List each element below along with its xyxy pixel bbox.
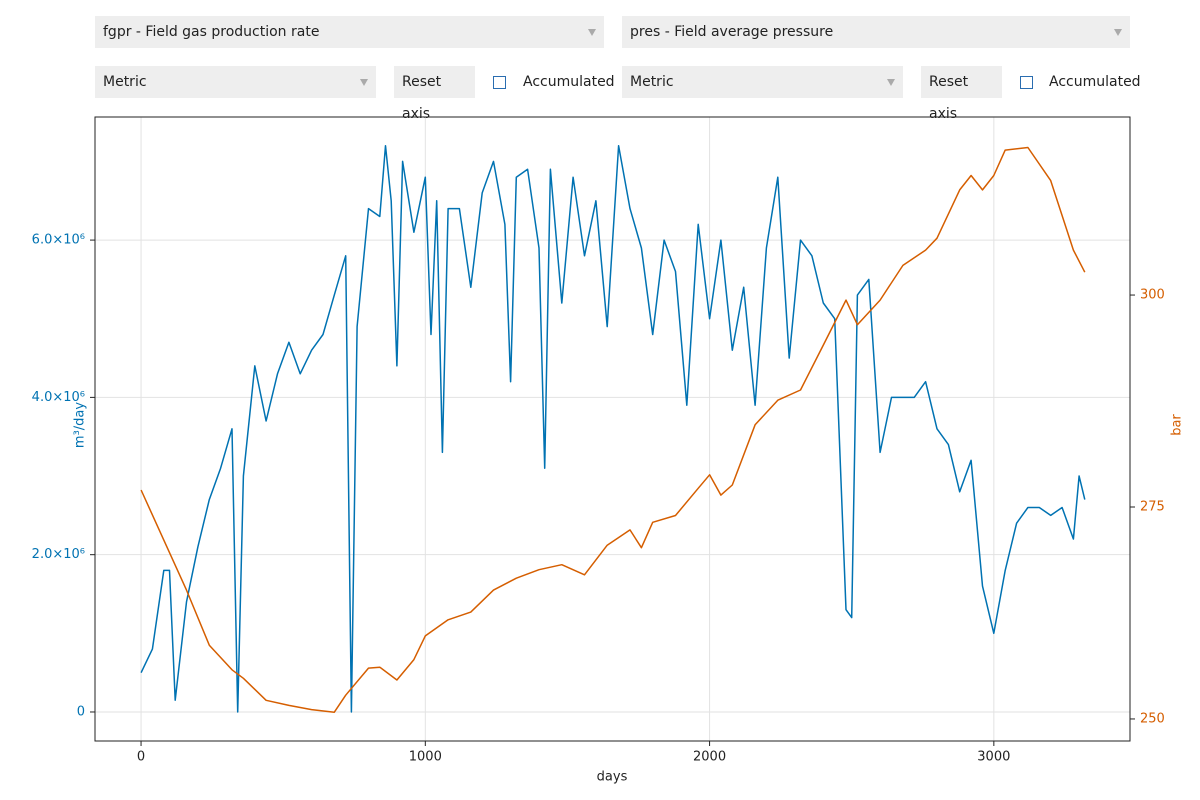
chart: days m³/day bar 0 1000 2000 3000 0 2.0×10⁶ 4.0…: [32, 116, 1185, 785]
y-tick-label: 6.0×10⁶: [32, 233, 85, 248]
y-tick-label: 4.0×10⁶: [32, 390, 85, 405]
x-tick-label: 1000: [409, 750, 442, 765]
checkbox[interactable]: [493, 76, 506, 89]
x-axis-label: days: [597, 770, 628, 785]
checkbox-label[interactable]: Accumulated: [1049, 74, 1141, 90]
x-tick-label: 0: [137, 750, 145, 765]
checkbox-label[interactable]: Accumulated: [523, 74, 615, 90]
series-line: [140, 146, 1086, 713]
y-tick-label: 0: [77, 704, 85, 719]
reset-button[interactable]: Reset axis: [394, 66, 475, 122]
x-tick-label: 2000: [693, 750, 726, 765]
variable-dropdown[interactable]: fgpr - Field gas production rate: [95, 16, 604, 48]
x-tick-label: 3000: [977, 750, 1010, 765]
y-tick-label: 2.0×10⁶: [32, 547, 85, 562]
variable-dropdown[interactable]: pres - Field average pressure: [622, 16, 1130, 48]
y2-tick-label: 300: [1140, 288, 1165, 303]
series-line: [140, 144, 1086, 713]
y-axis-label: m³/day: [73, 402, 88, 448]
reset-button[interactable]: Reset axis: [921, 66, 1002, 122]
y2-tick-label: 275: [1140, 500, 1165, 515]
units-dropdown[interactable]: Metric: [622, 66, 903, 98]
checkbox[interactable]: [1020, 76, 1033, 89]
y2-tick-label: 250: [1140, 711, 1165, 726]
y2-axis-label: bar: [1170, 414, 1185, 436]
units-dropdown[interactable]: Metric: [95, 66, 376, 98]
plot-frame: [94, 116, 1131, 742]
